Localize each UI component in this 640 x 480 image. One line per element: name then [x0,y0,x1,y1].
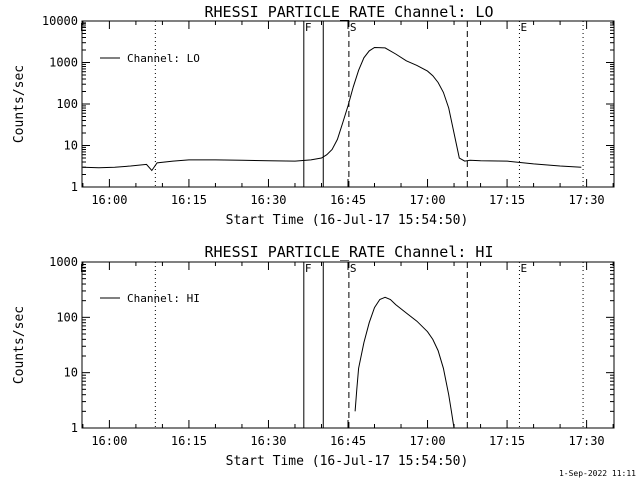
x-axis-ticks-hi: 16:00 16:15 16:30 16:45 17:00 17:15 17:30 [82,262,614,448]
x-axis-label-hi: Start Time (16-Jul-17 15:54:50) [226,454,469,469]
y-tick-label: 1000 [49,255,78,269]
x-tick-label: 16:00 [91,193,127,207]
x-tick-label: 17:00 [409,193,445,207]
x-axis-label-lo: Start Time (16-Jul-17 15:54:50) [226,213,469,228]
x-axis-ticks-lo: 16:00 16:15 16:30 16:45 17:00 17:15 17:30 [82,21,614,207]
footer-timestamp: 1-Sep-2022 11:11 [559,469,636,478]
x-tick-label: 17:30 [569,434,605,448]
marker-label-e: E [520,21,527,34]
x-tick-label: 16:45 [330,434,366,448]
x-tick-label: 17:30 [569,193,605,207]
x-tick-label: 16:30 [250,434,286,448]
marker-label-f: F [305,21,312,34]
x-tick-label: 17:15 [489,434,525,448]
plot-frame-hi [81,261,615,429]
x-tick-label: 16:15 [171,193,207,207]
marker-label-s: S [350,262,357,275]
series-lines-lo [82,46,582,172]
series-line-channel-hi [354,296,455,429]
y-tick-label: 100 [56,97,78,111]
y-axis-ticks-hi: 1 10 100 1000 [49,255,614,435]
legend-entry-lo: Channel: LO [127,52,200,65]
y-axis-ticks-lo: 1 10 100 1000 10000 [42,14,614,194]
y-tick-label: 100 [56,310,78,324]
y-tick-label: 10000 [42,14,78,28]
series-lines-hi [354,296,455,429]
y-tick-label: 10 [64,139,78,153]
legend-lo: Channel: LO [100,52,200,65]
chart-title-lo: RHESSI PARTICLE_RATE Channel: LO [205,3,494,21]
x-tick-label: 16:30 [250,193,286,207]
event-markers-hi [154,262,584,428]
y-tick-label: 1 [71,180,78,194]
x-tick-label: 17:15 [489,193,525,207]
legend-hi: Channel: HI [100,292,200,305]
y-tick-label: 1000 [49,56,78,70]
marker-label-s: S [350,21,357,34]
marker-label-f: F [305,262,312,275]
panel-hi: RHESSI PARTICLE_RATE Channel: HI F S E E 1… [12,243,615,469]
marker-label-e: E [520,262,527,275]
x-tick-label: 17:00 [409,434,445,448]
x-tick-label: 16:45 [330,193,366,207]
series-line-channel-lo [82,46,582,172]
corner-marker-hi: E [80,262,87,275]
chart-title-hi: RHESSI PARTICLE_RATE Channel: HI [205,243,494,261]
y-tick-label: 1 [71,421,78,435]
y-axis-label-lo: Counts/sec [12,65,27,143]
x-tick-label: 16:15 [171,434,207,448]
x-tick-label: 16:00 [91,434,127,448]
legend-entry-hi: Channel: HI [127,292,200,305]
y-axis-label-hi: Counts/sec [12,306,27,384]
y-tick-label: 10 [64,366,78,380]
